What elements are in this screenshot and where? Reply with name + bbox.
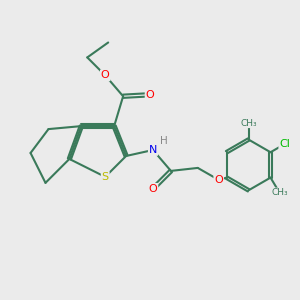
Text: N: N	[149, 145, 157, 155]
Text: O: O	[148, 184, 158, 194]
Text: O: O	[101, 70, 110, 80]
Text: H: H	[160, 136, 167, 146]
Text: CH₃: CH₃	[271, 188, 288, 197]
Text: O: O	[214, 175, 223, 185]
Text: Cl: Cl	[279, 139, 290, 149]
Text: S: S	[102, 172, 109, 182]
Text: O: O	[146, 90, 154, 100]
Text: CH₃: CH₃	[240, 118, 257, 127]
